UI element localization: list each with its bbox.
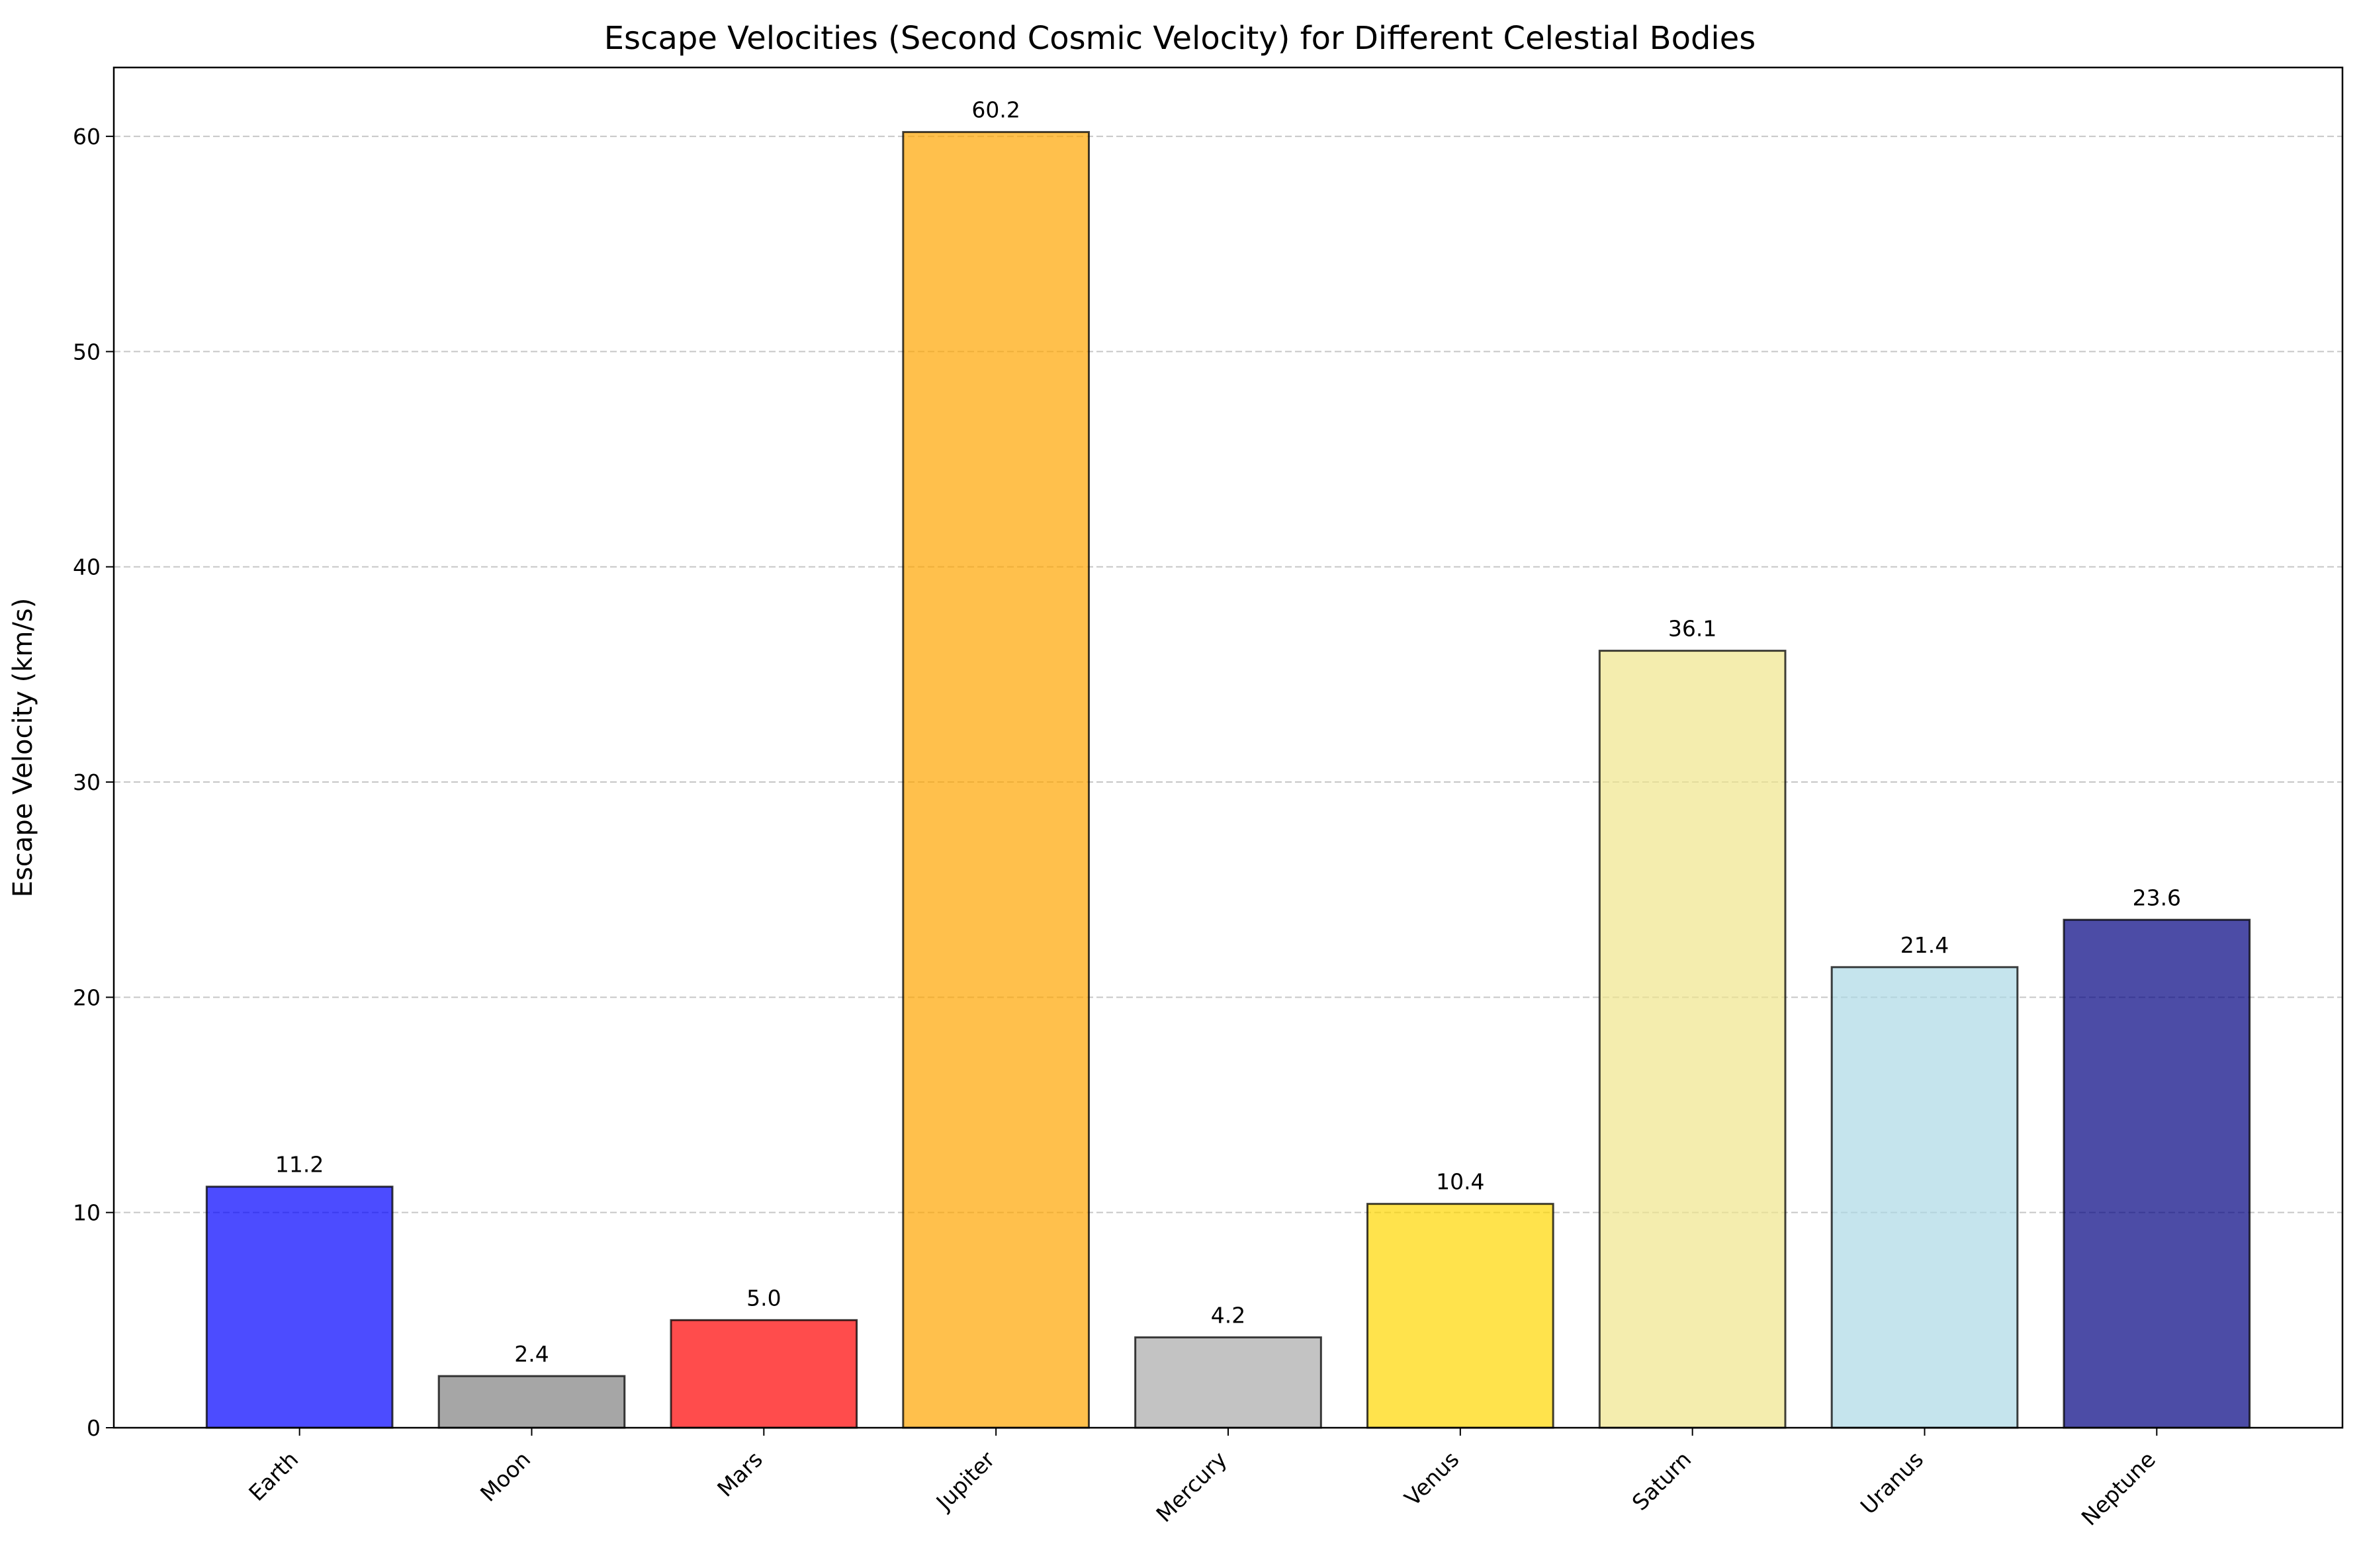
data-label-jupiter: 60.2: [971, 97, 1020, 123]
x-tick-label-earth: Earth: [244, 1446, 303, 1506]
y-tick-label: 50: [73, 339, 101, 365]
x-tick-label-moon: Moon: [475, 1446, 535, 1506]
bar-earth: [205, 1186, 394, 1429]
y-tick-label: 40: [73, 554, 101, 580]
grid-lines: [114, 136, 2342, 1428]
data-label-earth: 11.2: [275, 1152, 324, 1178]
x-tick-label-saturn: Saturn: [1627, 1446, 1697, 1516]
x-tick-label-mars: Mars: [712, 1446, 768, 1502]
x-tick-label-venus: Venus: [1400, 1446, 1464, 1511]
bars: [205, 131, 2251, 1429]
bar-mars: [670, 1319, 858, 1429]
data-label-venus: 10.4: [1436, 1169, 1484, 1195]
bar-venus: [1366, 1203, 1554, 1429]
data-label-uranus: 21.4: [1900, 932, 1949, 958]
y-axis-label: Escape Velocity (km/s): [8, 598, 38, 898]
plot-frame: [112, 66, 2344, 1429]
data-labels: 11.2 2.4 5.0 60.2 4.2 10.4 36.1 21.4 23.6: [275, 97, 2181, 1367]
bar-jupiter: [902, 131, 1091, 1429]
x-tick-label-uranus: Uranus: [1855, 1446, 1928, 1519]
x-tick-label-mercury: Mercury: [1151, 1446, 1231, 1527]
data-label-mars: 5.0: [746, 1285, 781, 1311]
y-tick-label: 60: [73, 124, 101, 150]
data-label-mercury: 4.2: [1211, 1302, 1245, 1328]
x-tick-label-neptune: Neptune: [2076, 1446, 2161, 1530]
y-tick-label: 20: [73, 984, 101, 1010]
bar-uranus: [1830, 966, 2019, 1429]
bar-saturn: [1598, 650, 1787, 1429]
x-tick-label-jupiter: Jupiter: [930, 1446, 1000, 1516]
data-label-moon: 2.4: [514, 1341, 549, 1367]
y-tick-label: 0: [87, 1415, 101, 1441]
data-label-neptune: 23.6: [2133, 885, 2181, 910]
data-label-saturn: 36.1: [1668, 616, 1716, 642]
chart-title: Escape Velocities (Second Cosmic Velocit…: [604, 20, 1756, 57]
bar-moon: [437, 1375, 626, 1429]
bar-mercury: [1134, 1336, 1322, 1429]
y-tick-label: 10: [73, 1200, 101, 1226]
bar-neptune: [2063, 918, 2251, 1429]
y-tick-label: 30: [73, 769, 101, 795]
